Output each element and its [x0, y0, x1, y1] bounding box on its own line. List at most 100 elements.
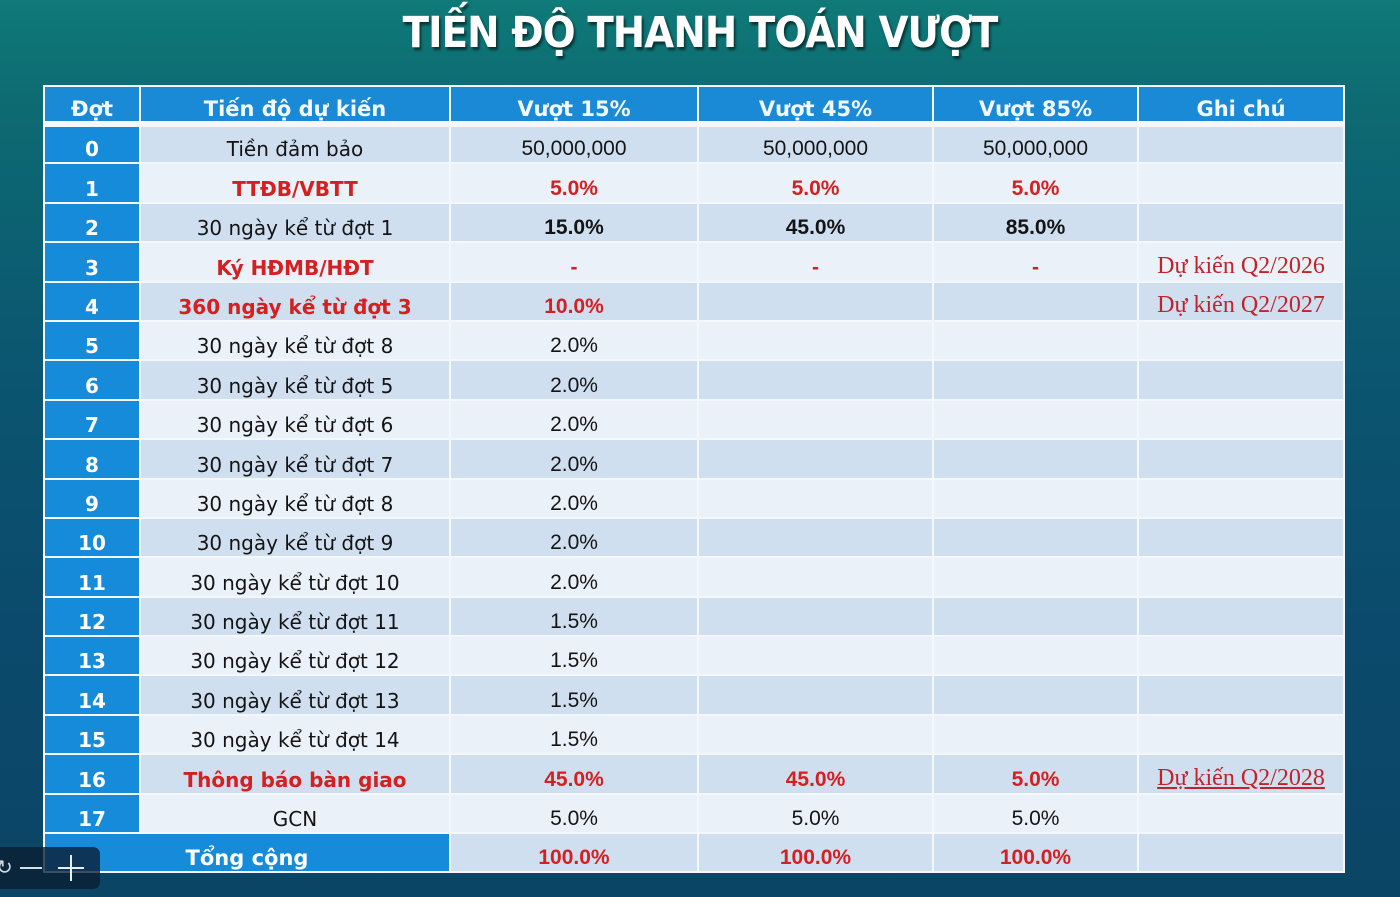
- cell-over-45: [697, 674, 934, 716]
- table-row: 2 30 ngày kể từ đợt 1 15.0% 45.0% 85.0%: [43, 201, 1345, 244]
- table-row: 15 30 ngày kể từ đợt 14 1.5%: [43, 713, 1345, 756]
- cell-over-15: -: [449, 241, 699, 283]
- row-number: 16: [43, 753, 141, 795]
- payment-schedule-table: Đợt Tiến độ dự kiến Vượt 15% Vượt 45% Vư…: [43, 85, 1345, 874]
- cell-note: [1137, 713, 1345, 756]
- row-description: 30 ngày kể từ đợt 10: [139, 556, 451, 598]
- table-header-row: Đợt Tiến độ dự kiến Vượt 15% Vượt 45% Vư…: [43, 85, 1345, 127]
- cell-note: [1137, 477, 1345, 519]
- cell-note: Dự kiến Q2/2028: [1137, 753, 1345, 795]
- cell-over-85: -: [932, 241, 1139, 283]
- table-row: 5 30 ngày kể từ đợt 8 2.0%: [43, 319, 1345, 362]
- cell-note: [1137, 438, 1345, 480]
- cell-over-85: [932, 556, 1139, 598]
- rotate-icon[interactable]: ↻: [0, 857, 13, 879]
- row-description: 30 ngày kể từ đợt 1: [139, 201, 451, 244]
- plus-icon[interactable]: [58, 855, 84, 881]
- cell-over-15: 50,000,000: [449, 122, 699, 165]
- cell-over-45: 45.0%: [697, 753, 934, 795]
- row-number: 10: [43, 516, 141, 559]
- row-description: Tiền đảm bảo: [139, 122, 451, 165]
- header-dot: Đợt: [43, 85, 141, 127]
- table-row: 0 Tiền đảm bảo 50,000,000 50,000,000 50,…: [43, 122, 1345, 165]
- cell-over-45: [697, 713, 934, 756]
- row-description: 30 ngày kể từ đợt 8: [139, 477, 451, 519]
- cell-over-85: 5.0%: [932, 792, 1139, 835]
- cell-note: [1137, 359, 1345, 401]
- cell-over-85: [932, 438, 1139, 480]
- row-number: 8: [43, 438, 141, 480]
- zoom-controls: ↻: [0, 847, 100, 889]
- row-description: Ký HĐMB/HĐT: [139, 241, 451, 283]
- total-label: Tổng cộng: [43, 832, 451, 874]
- cell-note: [1137, 516, 1345, 559]
- cell-over-15: 10.0%: [449, 280, 699, 322]
- table-row: 16 Thông báo bàn giao 45.0% 45.0% 5.0% D…: [43, 753, 1345, 795]
- cell-over-85: [932, 280, 1139, 322]
- cell-over-15: 1.5%: [449, 635, 699, 677]
- header-over-85: Vượt 85%: [932, 85, 1139, 127]
- header-planned-progress: Tiến độ dự kiến: [139, 85, 451, 127]
- cell-note: [1137, 398, 1345, 441]
- row-number: 17: [43, 792, 141, 835]
- header-over-15: Vượt 15%: [449, 85, 699, 127]
- cell-over-85: [932, 635, 1139, 677]
- cell-over-85: 5.0%: [932, 753, 1139, 795]
- cell-over-45: [697, 398, 934, 441]
- cell-over-85: 50,000,000: [932, 122, 1139, 165]
- row-number: 15: [43, 713, 141, 756]
- row-description: 360 ngày kể từ đợt 3: [139, 280, 451, 322]
- cell-over-15: 1.5%: [449, 674, 699, 716]
- total-over-85: 100.0%: [932, 832, 1139, 874]
- cell-over-85: [932, 398, 1139, 441]
- cell-over-15: 15.0%: [449, 201, 699, 244]
- row-number: 9: [43, 477, 141, 519]
- cell-over-85: [932, 477, 1139, 519]
- cell-note: [1137, 201, 1345, 244]
- cell-note: [1137, 595, 1345, 638]
- cell-over-45: [697, 438, 934, 480]
- cell-over-45: [697, 595, 934, 638]
- cell-over-85: [932, 674, 1139, 716]
- table-row: 8 30 ngày kể từ đợt 7 2.0%: [43, 438, 1345, 480]
- total-over-15: 100.0%: [449, 832, 699, 874]
- cell-over-85: [932, 359, 1139, 401]
- row-description: 30 ngày kể từ đợt 11: [139, 595, 451, 638]
- minus-icon[interactable]: [20, 867, 42, 869]
- cell-over-45: [697, 280, 934, 322]
- row-description: 30 ngày kể từ đợt 6: [139, 398, 451, 441]
- table-row: 14 30 ngày kể từ đợt 13 1.5%: [43, 674, 1345, 716]
- cell-over-45: [697, 635, 934, 677]
- row-number: 5: [43, 319, 141, 362]
- note-text: Dự kiến Q2/2028: [1157, 764, 1325, 791]
- cell-over-45: 45.0%: [697, 201, 934, 244]
- table-row: 7 30 ngày kể từ đợt 6 2.0%: [43, 398, 1345, 441]
- table-row: 9 30 ngày kể từ đợt 8 2.0%: [43, 477, 1345, 519]
- row-number: 2: [43, 201, 141, 244]
- cell-note: [1137, 162, 1345, 204]
- total-over-45: 100.0%: [697, 832, 934, 874]
- total-note: [1137, 832, 1345, 874]
- table-row: 12 30 ngày kể từ đợt 11 1.5%: [43, 595, 1345, 638]
- row-number: 1: [43, 162, 141, 204]
- cell-over-15: 2.0%: [449, 477, 699, 519]
- row-description: TTĐB/VBTT: [139, 162, 451, 204]
- row-description: 30 ngày kể từ đợt 5: [139, 359, 451, 401]
- row-description: 30 ngày kể từ đợt 8: [139, 319, 451, 362]
- cell-over-15: 5.0%: [449, 792, 699, 835]
- row-number: 7: [43, 398, 141, 441]
- table-row: 10 30 ngày kể từ đợt 9 2.0%: [43, 516, 1345, 559]
- header-note: Ghi chú: [1137, 85, 1345, 127]
- cell-note: [1137, 319, 1345, 362]
- cell-over-45: [697, 477, 934, 519]
- cell-note: [1137, 635, 1345, 677]
- cell-over-85: [932, 516, 1139, 559]
- row-number: 11: [43, 556, 141, 598]
- cell-over-45: [697, 516, 934, 559]
- row-description: 30 ngày kể từ đợt 14: [139, 713, 451, 756]
- cell-over-15: 45.0%: [449, 753, 699, 795]
- cell-over-45: 5.0%: [697, 792, 934, 835]
- row-number: 12: [43, 595, 141, 638]
- cell-over-15: 1.5%: [449, 713, 699, 756]
- cell-over-45: -: [697, 241, 934, 283]
